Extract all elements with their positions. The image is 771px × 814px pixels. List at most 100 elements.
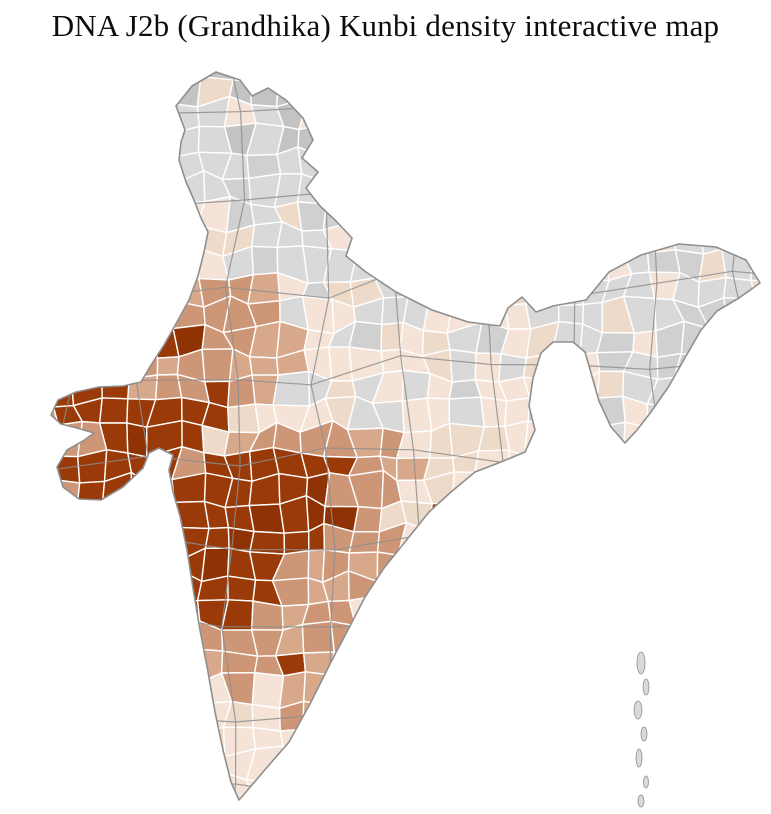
district-cell[interactable] (76, 98, 109, 125)
district-cell[interactable] (721, 225, 757, 255)
district-cell[interactable] (128, 551, 157, 584)
district-cell[interactable] (47, 325, 77, 359)
district-cell[interactable] (596, 77, 626, 105)
district-cell[interactable] (122, 521, 157, 556)
district-cell[interactable] (424, 745, 459, 778)
district-cell[interactable] (749, 74, 771, 99)
district-cell[interactable] (499, 698, 533, 733)
district-cell[interactable] (55, 699, 81, 729)
district-cell[interactable] (448, 396, 485, 428)
district-cell[interactable] (74, 551, 98, 584)
district-cell[interactable] (574, 652, 603, 682)
district-cell[interactable] (130, 726, 159, 752)
district-cell[interactable] (350, 175, 381, 208)
district-cell[interactable] (678, 803, 705, 814)
district-cell[interactable] (348, 320, 383, 352)
district-cell[interactable] (426, 222, 452, 256)
district-cell[interactable] (396, 745, 432, 778)
district-cell[interactable] (75, 174, 110, 204)
district-cell[interactable] (476, 623, 506, 654)
district-cell[interactable] (522, 644, 550, 681)
district-cell[interactable] (573, 448, 607, 478)
district-cell[interactable] (671, 401, 705, 434)
district-cell[interactable] (555, 473, 577, 509)
district-cell[interactable] (428, 96, 460, 134)
district-cell[interactable] (373, 74, 403, 106)
district-cell[interactable] (471, 555, 501, 579)
district-cell[interactable] (121, 126, 159, 158)
district-cell[interactable] (597, 476, 633, 504)
district-cell[interactable] (551, 71, 577, 105)
district-cell[interactable] (574, 575, 602, 606)
district-cell[interactable] (555, 496, 577, 535)
district-cell[interactable] (51, 348, 77, 381)
district-cell[interactable] (371, 250, 408, 279)
district-cell[interactable] (348, 595, 381, 633)
district-cell[interactable] (656, 622, 681, 657)
district-cell[interactable] (30, 702, 58, 730)
district-cell[interactable] (48, 796, 83, 814)
district-cell[interactable] (177, 746, 202, 777)
district-cell[interactable] (449, 200, 479, 224)
district-cell[interactable] (672, 648, 703, 680)
district-cell[interactable] (179, 247, 200, 283)
district-cell[interactable] (576, 672, 603, 706)
district-cell[interactable] (373, 98, 403, 131)
districts-layer[interactable] (24, 46, 771, 814)
district-cell[interactable] (576, 772, 610, 799)
district-cell[interactable] (471, 471, 510, 509)
district-cell[interactable] (732, 96, 754, 133)
district-cell[interactable] (554, 582, 582, 602)
district-cell[interactable] (352, 801, 379, 814)
district-cell[interactable] (571, 548, 602, 584)
district-cell[interactable] (122, 496, 160, 532)
district-cell[interactable] (527, 153, 553, 184)
district-cell[interactable] (428, 546, 458, 583)
andaman-island[interactable] (633, 700, 643, 720)
district-cell[interactable] (48, 724, 81, 759)
district-cell[interactable] (224, 803, 257, 814)
district-cell[interactable] (750, 245, 771, 282)
district-cell[interactable] (99, 146, 126, 180)
district-cell[interactable] (372, 645, 405, 675)
district-cell[interactable] (171, 726, 208, 757)
district-cell[interactable] (601, 751, 631, 774)
district-cell[interactable] (698, 601, 731, 625)
district-cell[interactable] (621, 624, 659, 658)
district-cell[interactable] (746, 148, 771, 184)
district-cell[interactable] (621, 79, 656, 105)
district-cell[interactable] (148, 103, 175, 135)
district-cell[interactable] (677, 121, 707, 156)
district-cell[interactable] (422, 271, 459, 309)
district-cell[interactable] (696, 428, 733, 459)
district-cell[interactable] (51, 378, 75, 408)
district-cell[interactable] (521, 546, 557, 584)
district-cell[interactable] (147, 47, 185, 85)
district-cell[interactable] (48, 751, 78, 778)
district-cell[interactable] (47, 303, 76, 329)
district-cell[interactable] (671, 780, 702, 808)
district-cell[interactable] (396, 725, 432, 754)
district-cell[interactable] (672, 697, 699, 732)
district-cell[interactable] (76, 150, 110, 180)
district-cell[interactable] (250, 600, 284, 631)
district-cell[interactable] (622, 173, 655, 208)
district-cell[interactable] (424, 721, 459, 756)
district-cell[interactable] (75, 695, 105, 731)
district-cell[interactable] (75, 678, 105, 701)
district-cell[interactable] (746, 404, 771, 434)
district-cell[interactable] (673, 51, 698, 83)
district-cell[interactable] (71, 245, 110, 285)
district-cell[interactable] (548, 125, 583, 156)
district-cell[interactable] (550, 598, 583, 633)
district-cell[interactable] (103, 245, 130, 285)
district-cell[interactable] (123, 302, 151, 329)
district-cell[interactable] (196, 773, 230, 804)
district-cell[interactable] (624, 570, 657, 609)
district-cell[interactable] (402, 570, 431, 606)
district-cell[interactable] (549, 548, 577, 584)
district-cell[interactable] (32, 147, 50, 180)
district-cell[interactable] (572, 152, 608, 177)
district-cell[interactable] (426, 201, 458, 228)
district-cell[interactable] (25, 357, 54, 381)
